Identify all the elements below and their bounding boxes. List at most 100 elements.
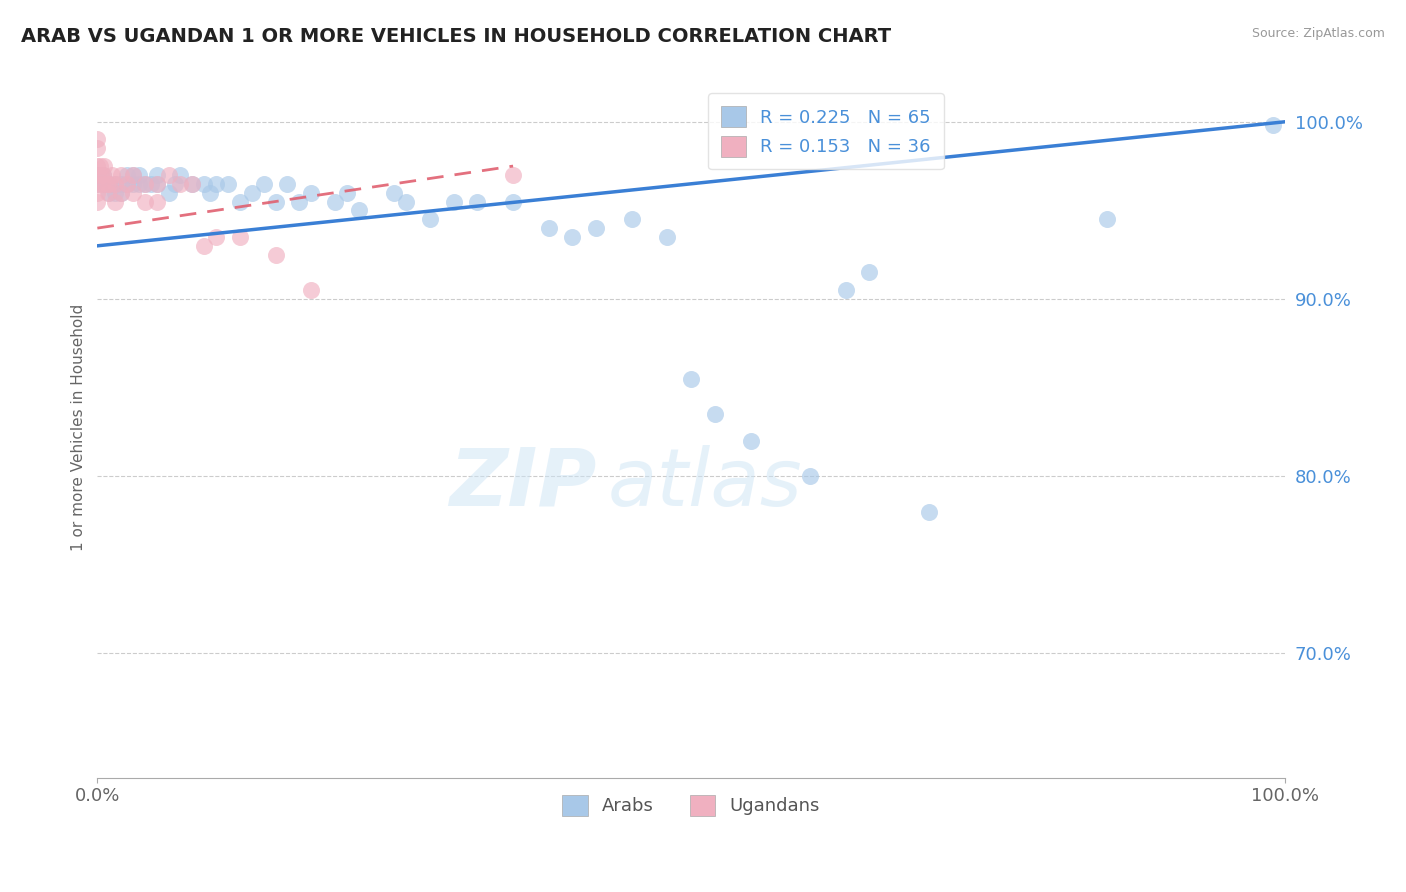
Point: [205, 177, 228, 191]
Point: [91, 177, 114, 191]
Point: [98, 177, 121, 191]
Point: [205, 230, 228, 244]
Point: [229, 230, 252, 244]
Point: [657, 230, 679, 244]
Point: [740, 434, 762, 448]
Point: [110, 177, 132, 191]
Point: [145, 194, 167, 209]
Point: [122, 168, 145, 182]
Point: [86, 141, 108, 155]
Point: [240, 186, 263, 200]
Point: [100, 168, 122, 182]
Point: [110, 186, 132, 200]
Point: [86, 177, 108, 191]
Point: [467, 194, 489, 209]
Point: [193, 177, 215, 191]
Point: [419, 212, 441, 227]
Point: [217, 177, 239, 191]
Point: [299, 186, 322, 200]
Point: [145, 177, 167, 191]
Point: [443, 194, 465, 209]
Point: [858, 265, 880, 279]
Point: [347, 203, 370, 218]
Point: [86, 186, 108, 200]
Point: [115, 177, 138, 191]
Point: [502, 194, 524, 209]
Point: [96, 177, 118, 191]
Point: [91, 168, 114, 182]
Point: [502, 168, 524, 182]
Point: [169, 177, 191, 191]
Point: [90, 168, 112, 182]
Point: [110, 168, 132, 182]
Point: [110, 186, 132, 200]
Point: [169, 168, 191, 182]
Point: [128, 177, 150, 191]
Point: [157, 168, 180, 182]
Point: [276, 177, 298, 191]
Point: [918, 505, 941, 519]
Point: [681, 372, 703, 386]
Point: [91, 168, 114, 182]
Point: [253, 177, 276, 191]
Point: [157, 186, 180, 200]
Point: [122, 168, 145, 182]
Point: [86, 159, 108, 173]
Point: [115, 177, 138, 191]
Point: [323, 194, 346, 209]
Point: [1095, 212, 1118, 227]
Point: [395, 194, 418, 209]
Text: ARAB VS UGANDAN 1 OR MORE VEHICLES IN HOUSEHOLD CORRELATION CHART: ARAB VS UGANDAN 1 OR MORE VEHICLES IN HO…: [21, 27, 891, 45]
Point: [145, 168, 167, 182]
Point: [86, 177, 108, 191]
Point: [104, 177, 127, 191]
Point: [198, 186, 221, 200]
Point: [585, 221, 607, 235]
Point: [98, 177, 121, 191]
Point: [104, 186, 127, 200]
Point: [86, 132, 108, 146]
Point: [229, 194, 252, 209]
Legend: Arabs, Ugandans: Arabs, Ugandans: [554, 786, 830, 824]
Point: [163, 177, 186, 191]
Point: [181, 177, 204, 191]
Point: [264, 248, 287, 262]
Point: [1263, 118, 1285, 132]
Point: [181, 177, 204, 191]
Point: [134, 177, 156, 191]
Point: [134, 194, 156, 209]
Point: [86, 194, 108, 209]
Point: [288, 194, 311, 209]
Point: [620, 212, 643, 227]
Point: [299, 283, 322, 297]
Y-axis label: 1 or more Vehicles in Household: 1 or more Vehicles in Household: [72, 304, 86, 551]
Point: [104, 194, 127, 209]
Point: [104, 177, 127, 191]
Point: [336, 186, 359, 200]
Text: ZIP: ZIP: [449, 444, 596, 523]
Point: [91, 177, 114, 191]
Text: atlas: atlas: [609, 444, 803, 523]
Point: [86, 168, 108, 182]
Point: [537, 221, 560, 235]
Point: [93, 159, 115, 173]
Point: [97, 186, 120, 200]
Point: [193, 239, 215, 253]
Point: [264, 194, 287, 209]
Point: [134, 177, 156, 191]
Point: [704, 407, 727, 421]
Point: [834, 283, 856, 297]
Point: [86, 168, 108, 182]
Point: [145, 177, 167, 191]
Point: [98, 186, 121, 200]
Point: [561, 230, 583, 244]
Point: [122, 177, 145, 191]
Point: [115, 168, 138, 182]
Point: [382, 186, 405, 200]
Text: Source: ZipAtlas.com: Source: ZipAtlas.com: [1251, 27, 1385, 40]
Point: [89, 159, 111, 173]
Point: [799, 469, 821, 483]
Point: [122, 186, 145, 200]
Point: [128, 168, 150, 182]
Point: [139, 177, 162, 191]
